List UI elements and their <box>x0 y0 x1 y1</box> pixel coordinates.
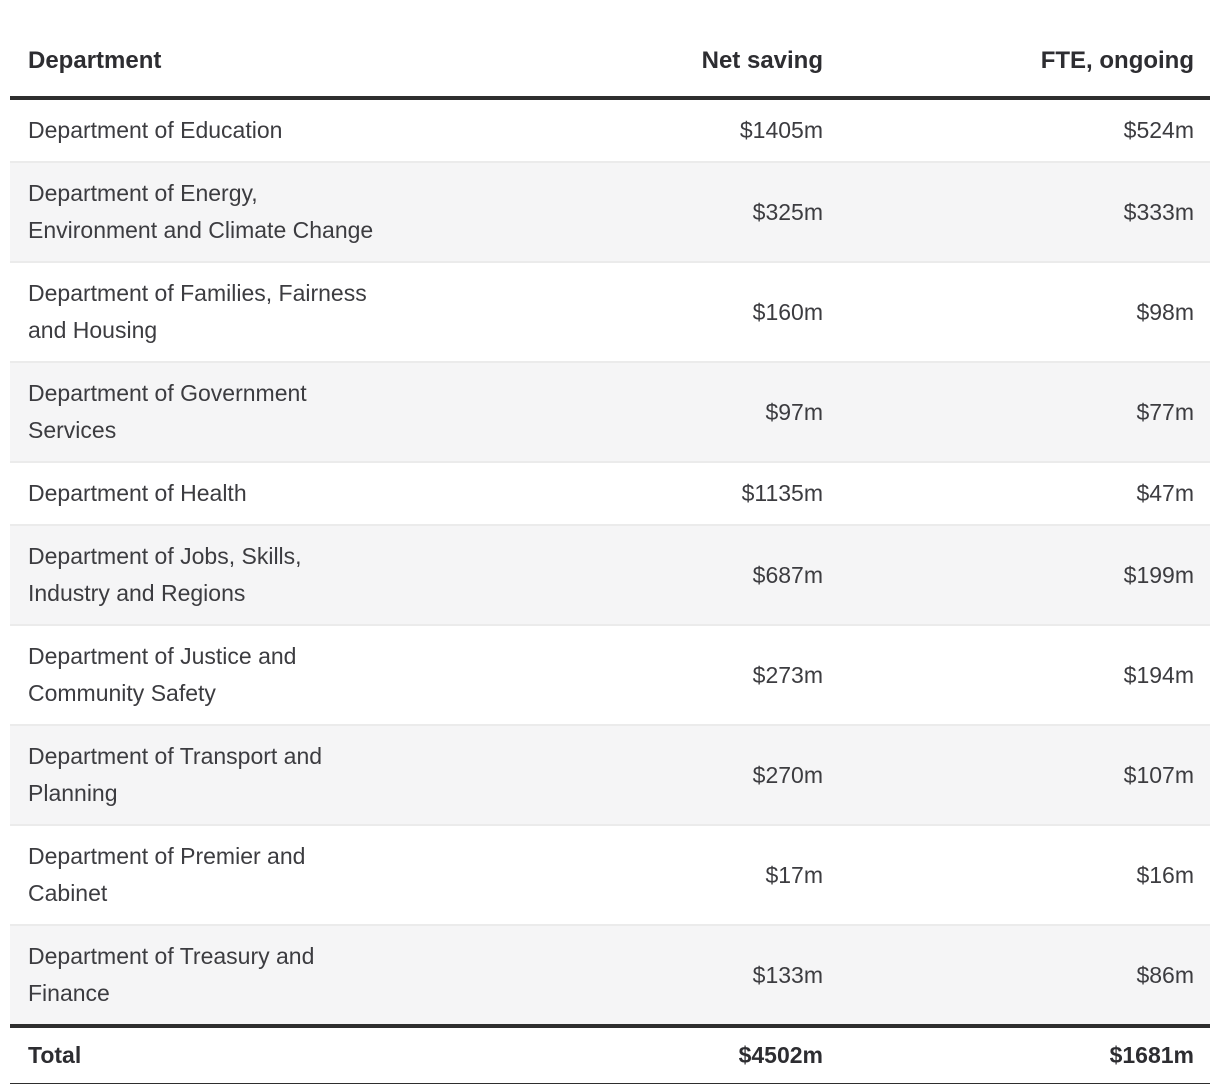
table-row: Department of Treasury and Finance $133m $… <box>10 924 1210 1026</box>
fte-ongoing-cell: $86m <box>839 924 1210 1026</box>
table-row: Department of Energy, Environment and Cl… <box>10 161 1210 262</box>
fte-ongoing-cell: $98m <box>839 261 1210 362</box>
net-saving-cell: $273m <box>510 624 839 725</box>
net-saving-cell: $687m <box>510 524 839 625</box>
fte-ongoing-cell: $77m <box>839 361 1210 462</box>
department-cell: Department of Treasury and Finance <box>10 924 510 1026</box>
department-cell: Department of Transport and Planning <box>10 724 510 825</box>
total-fte-ongoing: $1681m <box>839 1024 1210 1084</box>
total-label: Total <box>10 1024 510 1084</box>
header-row: Department Net saving FTE, ongoing <box>10 28 1210 100</box>
department-cell: Department of Government Services <box>10 361 510 462</box>
net-saving-cell: $133m <box>510 924 839 1026</box>
department-cell: Department of Families, Fairness and Hou… <box>10 261 510 362</box>
fte-ongoing-cell: $107m <box>839 724 1210 825</box>
net-saving-cell: $270m <box>510 724 839 825</box>
column-header-fte-ongoing: FTE, ongoing <box>839 28 1210 100</box>
net-saving-cell: $17m <box>510 824 839 925</box>
table-row: Department of Families, Fairness and Hou… <box>10 261 1210 362</box>
net-saving-cell: $160m <box>510 261 839 362</box>
table-row: Department of Jobs, Skills, Industry and… <box>10 524 1210 625</box>
fte-ongoing-cell: $333m <box>839 161 1210 262</box>
table-row: Department of Premier and Cabinet $17m $16… <box>10 824 1210 925</box>
fte-ongoing-cell: $524m <box>1123 117 1194 143</box>
total-net-saving: $4502m <box>510 1024 839 1084</box>
table-row: Department of Government Services $97m $77… <box>10 361 1210 462</box>
table-row: Department of Education $1405m $524m <box>10 98 1210 162</box>
table-header: Department Net saving FTE, ongoing <box>10 28 1210 100</box>
fte-ongoing-cell: $199m <box>839 524 1210 625</box>
table-row: Department of Health $1135m $47m <box>10 461 1210 525</box>
department-cell: Department of Premier and Cabinet <box>10 824 510 925</box>
table-row: Department of Justice and Community Safe… <box>10 624 1210 725</box>
net-saving-cell: $1135m <box>510 461 839 525</box>
table-row: Department of Transport and Planning $270… <box>10 724 1210 825</box>
department-cell: Department of Justice and Community Safe… <box>10 624 510 725</box>
table-body: Department of Education $1405m $524m Depart… <box>10 98 1210 1026</box>
total-row: Total $4502m $1681m <box>10 1024 1210 1084</box>
department-cell: Department of Education <box>28 117 283 143</box>
table-footer: Total $4502m $1681m <box>10 1024 1210 1084</box>
net-saving-cell: $97m <box>510 361 839 462</box>
column-header-net-saving: Net saving <box>510 28 839 100</box>
department-cell: Department of Health <box>10 461 510 525</box>
fte-ongoing-cell: $16m <box>839 824 1210 925</box>
net-saving-cell: $1405m <box>739 117 823 143</box>
net-saving-cell: $325m <box>510 161 839 262</box>
department-cell: Department of Energy, Environment and Cl… <box>10 161 510 262</box>
department-cell: Department of Jobs, Skills, Industry and… <box>10 524 510 625</box>
fte-ongoing-cell: $47m <box>839 461 1210 525</box>
fte-ongoing-cell: $194m <box>839 624 1210 725</box>
column-header-department: Department <box>10 28 510 100</box>
savings-table: Department Net saving FTE, ongoing Depar… <box>10 28 1210 1084</box>
